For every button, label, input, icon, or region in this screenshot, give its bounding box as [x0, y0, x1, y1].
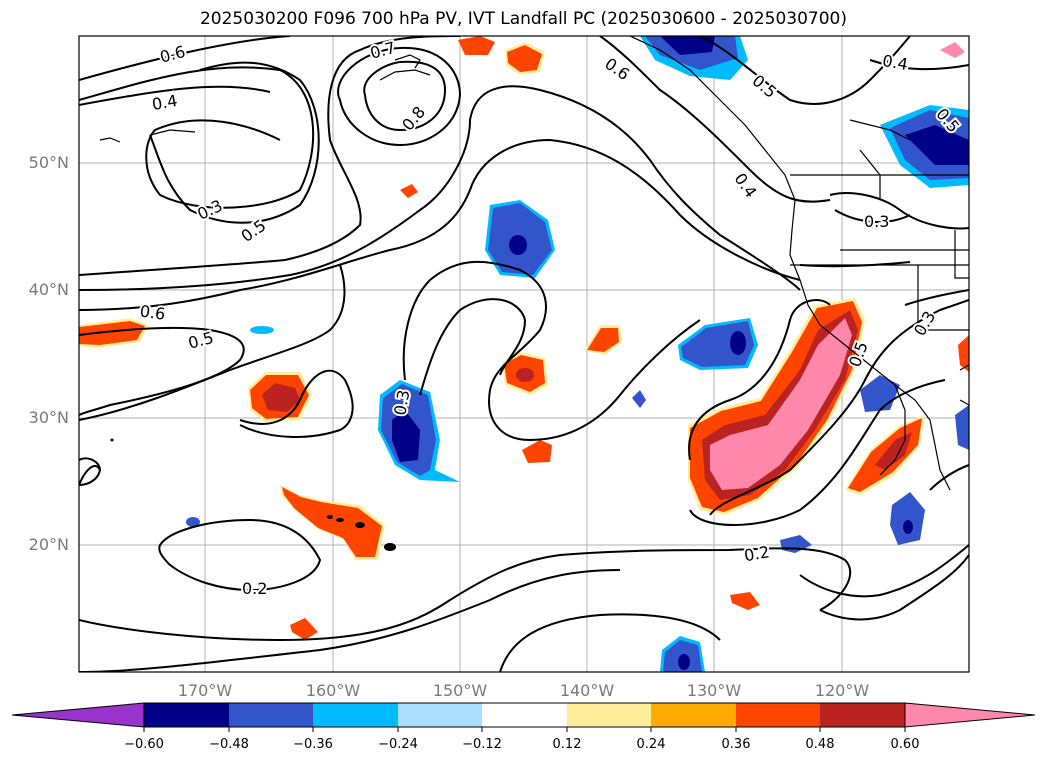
- colorbar-tick-label: −0.12: [462, 737, 502, 752]
- contour-label: 0.2: [242, 579, 267, 598]
- colorbar-segment: [820, 703, 905, 727]
- pv-contours: [79, 36, 969, 672]
- colorbar-segment: [482, 703, 567, 727]
- lon-label: 130°W: [686, 681, 742, 700]
- contour-label: 0.6: [139, 301, 167, 323]
- colorbar-extend-left: [11, 702, 145, 728]
- lat-label: 50°N: [28, 153, 69, 172]
- colorbar-segment: [567, 703, 651, 727]
- colorbar-tick-label: −0.60: [124, 737, 164, 752]
- gridlines: [79, 36, 969, 672]
- colorbar-extend-right: [904, 702, 1036, 728]
- lon-label: 140°W: [559, 681, 615, 700]
- lat-label: 20°N: [28, 535, 69, 554]
- map-title: 2025030200 F096 700 hPa PV, IVT Landfall…: [199, 9, 847, 29]
- colorbar-segment: [229, 703, 313, 727]
- colorbar-tick-label: 0.24: [636, 737, 666, 752]
- colorbar-segment: [736, 703, 820, 727]
- colorbar-segment: [144, 703, 229, 727]
- colorbar-segment: [398, 703, 482, 727]
- contour-label: 0.3: [864, 212, 889, 231]
- islands: [110, 438, 396, 551]
- colorbar-tick-label: 0.12: [552, 737, 582, 752]
- lat-label: 40°N: [28, 280, 69, 299]
- colorbar-segment: [651, 703, 736, 727]
- lon-label: 160°W: [305, 681, 361, 700]
- colorbar-tick-label: −0.24: [378, 737, 418, 752]
- lon-label: 120°W: [814, 681, 870, 700]
- lat-label: 30°N: [28, 408, 69, 427]
- colorbar-tick-label: −0.36: [293, 737, 333, 752]
- colorbar-tick-label: 0.60: [890, 737, 920, 752]
- contour-label: 0.4: [881, 51, 909, 74]
- colorbar-tick-label: −0.48: [209, 737, 249, 752]
- positive-shading: [79, 36, 969, 640]
- colorbar: [11, 702, 1036, 732]
- colorbar-tick-label: 0.36: [721, 737, 751, 752]
- lon-label: 170°W: [177, 681, 233, 700]
- map-border: [78, 35, 970, 673]
- coastlines: [99, 36, 969, 491]
- lon-label: 150°W: [432, 681, 488, 700]
- negative-shading: [186, 36, 969, 672]
- colorbar-tick-label: 0.48: [805, 737, 835, 752]
- colorbar-segment: [313, 703, 398, 727]
